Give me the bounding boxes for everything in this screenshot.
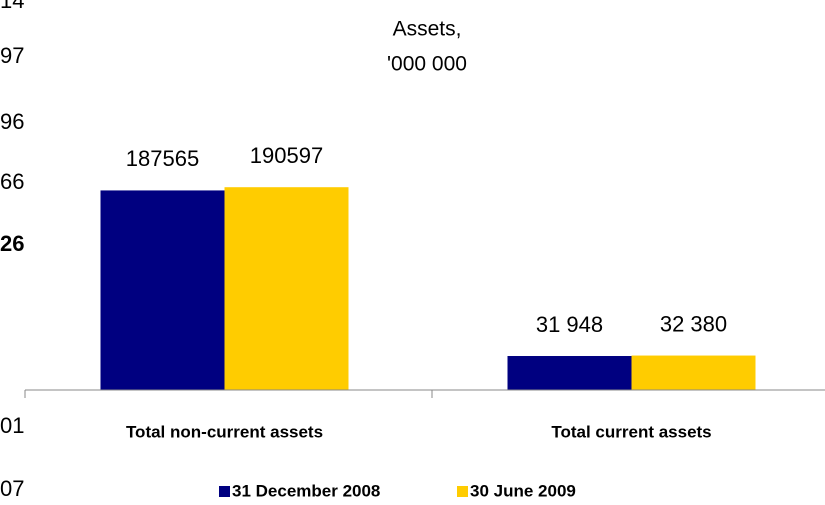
data-label: 190597 [250, 143, 323, 168]
bar [100, 190, 225, 390]
legend-label: 31 December 2008 [232, 481, 380, 500]
x-tick-label: Total current assets [551, 422, 711, 441]
chart-title: Assets, [393, 18, 462, 41]
bar [224, 187, 349, 390]
data-label: 32 380 [660, 311, 727, 336]
side-text: 01 [0, 413, 24, 438]
data-label: 31 948 [536, 312, 603, 337]
data-label: 187565 [126, 146, 199, 171]
bar [507, 356, 632, 390]
side-text: 26 [0, 231, 24, 256]
bar [631, 355, 756, 390]
side-text: 97 [0, 43, 24, 68]
side-text: 07 [0, 476, 24, 501]
side-text: 14 [0, 0, 24, 13]
x-tick-label: Total non-current assets [126, 422, 323, 441]
legend-swatch [219, 486, 230, 497]
chart-subtitle: '000 000 [387, 53, 467, 76]
legend-label: 30 June 2009 [470, 481, 576, 500]
side-text: 96 [0, 109, 24, 134]
side-text: 66 [0, 169, 24, 194]
legend-swatch [457, 486, 468, 497]
